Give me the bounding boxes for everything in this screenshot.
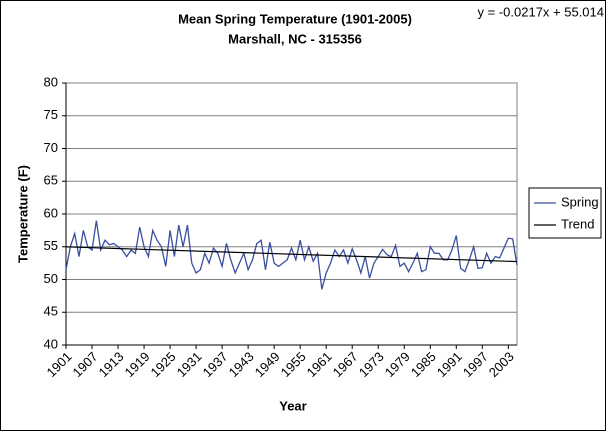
y-tick-label: 45	[44, 304, 58, 319]
legend-label: Spring	[561, 194, 599, 209]
y-tick-label: 75	[44, 107, 58, 122]
chart-subtitle: Marshall, NC - 315356	[228, 31, 362, 46]
chart-title: Mean Spring Temperature (1901-2005)	[178, 11, 412, 26]
legend-box	[528, 187, 602, 239]
legend-label: Trend	[561, 216, 594, 231]
series-line	[65, 220, 518, 290]
y-tick-label: 70	[44, 140, 58, 155]
y-tick-label: 60	[44, 205, 58, 220]
series-line	[65, 246, 518, 263]
y-tick-label: 40	[44, 336, 58, 351]
y-tick-label: 50	[44, 271, 58, 286]
y-tick-label: 55	[44, 238, 58, 253]
y-tick-label: 65	[44, 173, 58, 188]
trend-equation: y = -0.0217x + 55.014	[478, 4, 604, 19]
y-tick-label: 80	[44, 74, 58, 89]
y-axis-title: Temperature (F)	[15, 165, 30, 263]
x-axis-title: Year	[279, 398, 306, 413]
